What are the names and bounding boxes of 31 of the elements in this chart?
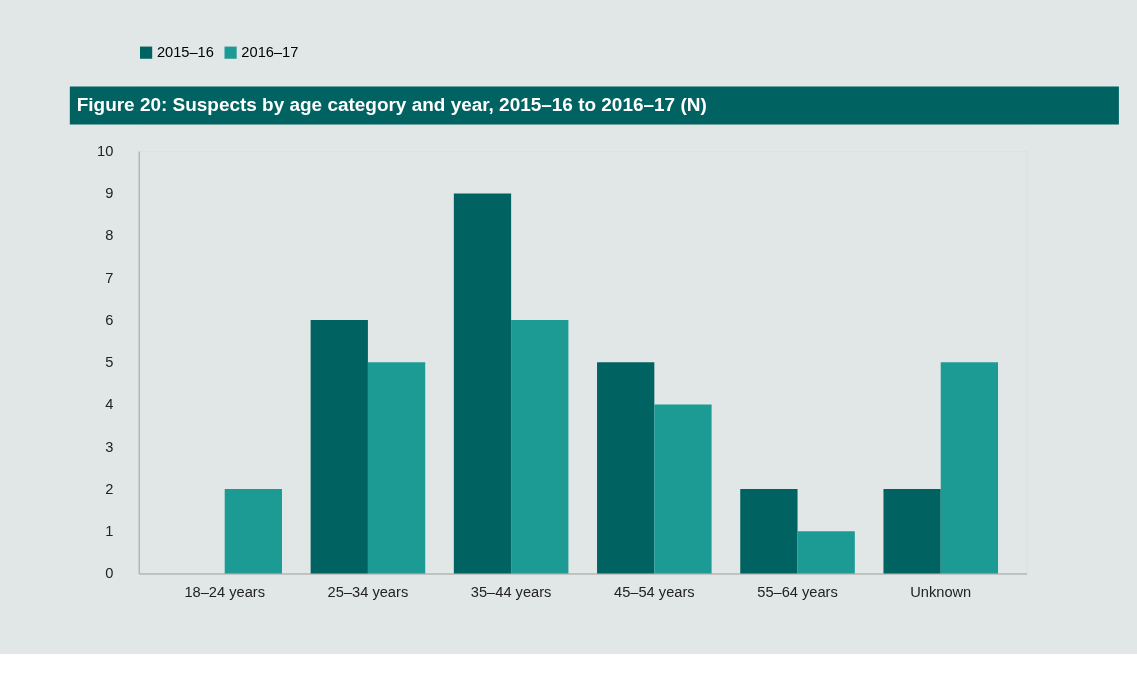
x-tick-label: 35–44 years <box>470 584 552 601</box>
bar <box>654 404 712 574</box>
legend-label: 2015–16 <box>156 43 214 60</box>
x-tick-label: 18–24 years <box>184 584 266 601</box>
y-tick-label: 10 <box>97 142 114 159</box>
bar <box>740 489 798 574</box>
y-tick-label: 5 <box>105 354 114 371</box>
x-tick-label: 25–34 years <box>327 584 409 601</box>
y-tick-label: 4 <box>105 396 114 413</box>
x-tick-label: 45–54 years <box>614 584 695 601</box>
y-tick-label: 1 <box>105 523 114 540</box>
bar <box>940 362 999 574</box>
bar <box>883 489 941 574</box>
bar <box>597 362 655 574</box>
bar <box>797 531 855 574</box>
y-tick-label: 2 <box>105 480 114 497</box>
y-tick-label: 6 <box>105 311 114 328</box>
bar <box>453 193 512 574</box>
y-tick-label: 3 <box>105 438 114 455</box>
y-tick-label: 0 <box>105 565 114 582</box>
bar <box>310 320 368 574</box>
legend-label: 2016–17 <box>241 43 299 60</box>
y-tick-label: 9 <box>105 185 114 202</box>
chart-title: Figure 20: Suspects by age category and year, 2015–16 to 2016–17 (N) <box>76 94 707 116</box>
y-tick-label: 8 <box>105 227 114 244</box>
bar <box>224 489 282 574</box>
x-tick-label: 55–64 years <box>757 584 838 601</box>
y-tick-label: 7 <box>105 269 114 286</box>
x-tick-label: Unknown <box>910 584 972 601</box>
bar <box>367 362 426 574</box>
bar <box>511 320 569 574</box>
